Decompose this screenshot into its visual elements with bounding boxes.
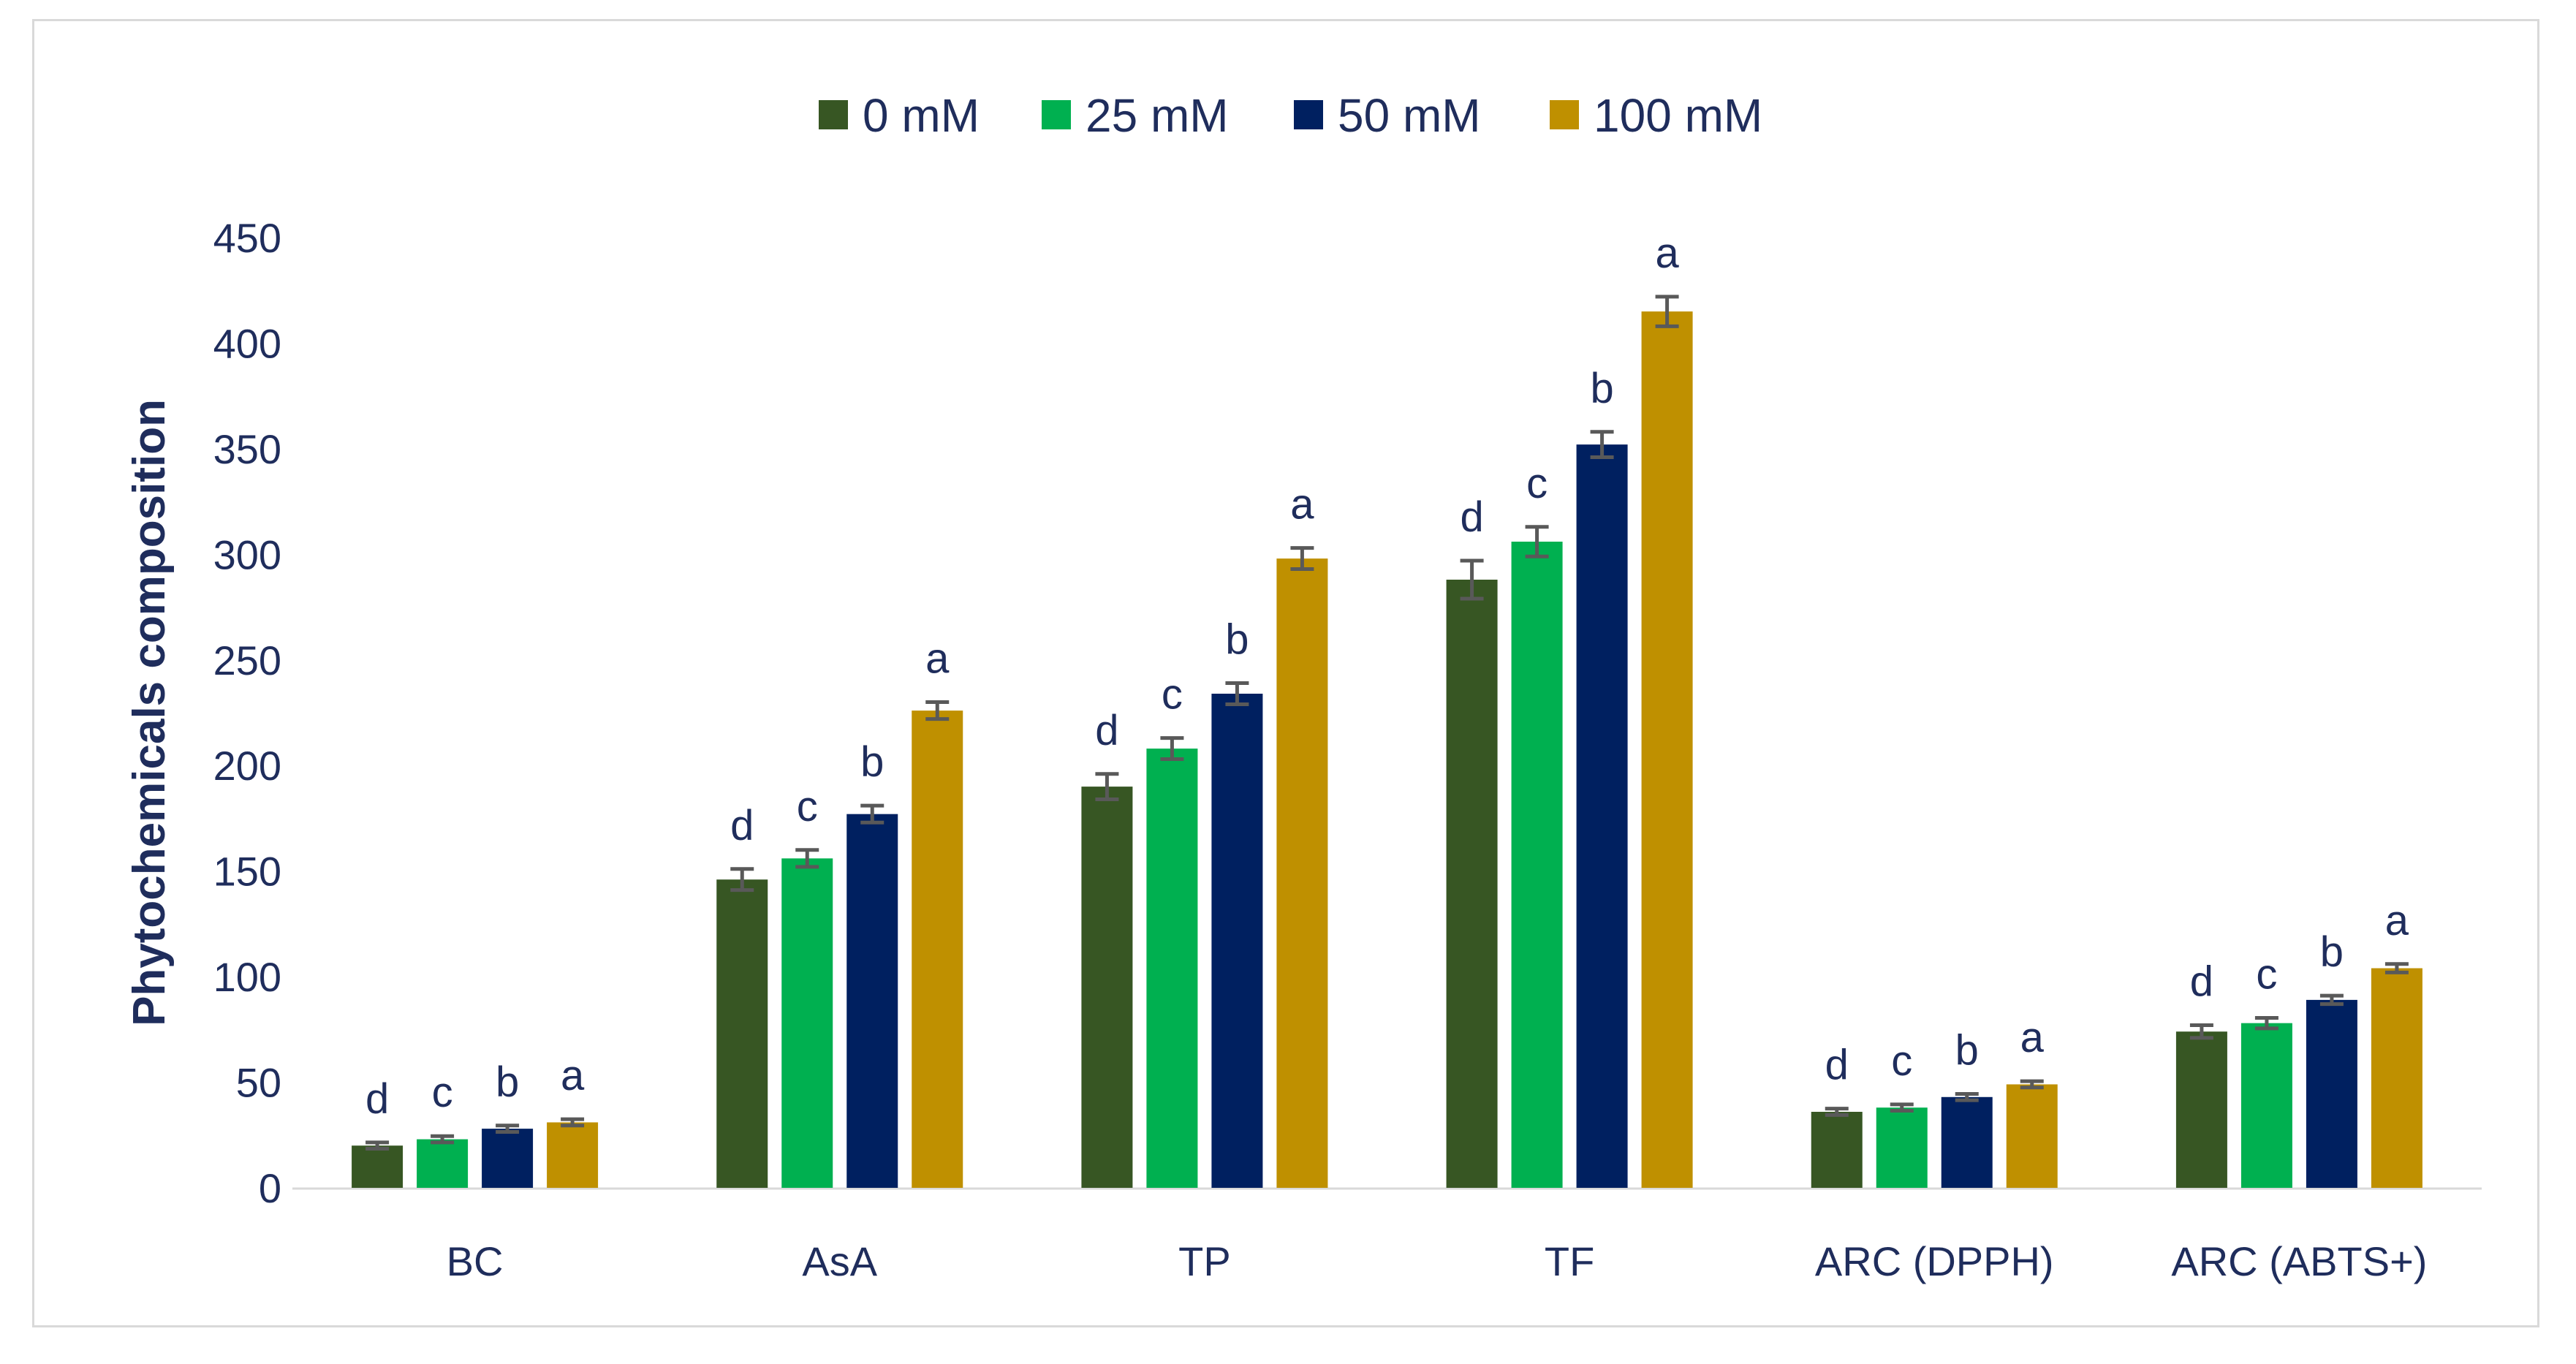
legend-label: 25 mM — [1086, 89, 1229, 142]
bar — [1446, 580, 1498, 1188]
y-axis-title: Phytochemicals composition — [124, 399, 175, 1026]
legend-label: 0 mM — [863, 89, 980, 142]
bar — [1641, 311, 1693, 1189]
y-tick-label: 450 — [213, 215, 281, 261]
bar — [781, 858, 833, 1188]
y-tick-label: 50 — [236, 1060, 281, 1106]
y-tick-label: 300 — [213, 531, 281, 577]
bar — [716, 879, 768, 1188]
bar — [482, 1129, 534, 1188]
bar — [912, 711, 963, 1188]
y-tick-label: 100 — [213, 954, 281, 1000]
significance-letter: b — [1225, 616, 1249, 664]
significance-letter: d — [730, 802, 754, 849]
significance-letter: a — [925, 635, 950, 683]
significance-letter: d — [1095, 707, 1118, 754]
x-category-label: AsA — [802, 1238, 877, 1284]
bar — [2175, 1031, 2227, 1188]
bar — [1511, 542, 1563, 1188]
bar — [2240, 1023, 2292, 1188]
bar — [417, 1139, 469, 1188]
bar — [2006, 1084, 2058, 1188]
significance-letter: c — [1526, 460, 1548, 507]
x-category-label: ARC (DPPH) — [1815, 1238, 2054, 1284]
legend-swatch — [1042, 100, 1071, 129]
bar — [1576, 444, 1628, 1188]
bar — [1941, 1096, 1993, 1188]
bar — [1211, 694, 1263, 1188]
legend-label: 50 mM — [1338, 89, 1481, 142]
significance-letter: b — [496, 1058, 519, 1106]
significance-letter: a — [561, 1052, 585, 1099]
bar — [1811, 1112, 1863, 1188]
x-category-label: TP — [1178, 1238, 1231, 1284]
significance-letter: b — [1590, 365, 1613, 412]
significance-letter: d — [1460, 493, 1483, 541]
significance-letter: c — [1891, 1037, 1912, 1085]
significance-letter: d — [2190, 958, 2213, 1006]
bar — [2306, 999, 2357, 1188]
significance-letter: c — [432, 1069, 453, 1116]
bar — [1876, 1107, 1928, 1188]
significance-letter: c — [797, 783, 818, 830]
bar — [352, 1145, 404, 1188]
legend-label: 100 mM — [1594, 89, 1762, 142]
legend-swatch — [1550, 100, 1579, 129]
bar — [1146, 749, 1198, 1188]
significance-letter: b — [860, 738, 884, 786]
significance-letter: a — [1655, 230, 1679, 277]
legend-swatch — [819, 100, 848, 129]
y-tick-label: 200 — [213, 743, 281, 789]
legend-swatch — [1294, 100, 1323, 129]
significance-letter: b — [1955, 1026, 1979, 1074]
significance-letter: c — [2256, 950, 2277, 998]
bar — [547, 1122, 599, 1188]
y-tick-label: 400 — [213, 320, 281, 366]
significance-letter: a — [2020, 1014, 2045, 1061]
y-tick-label: 150 — [213, 849, 281, 895]
x-category-label: TF — [1545, 1238, 1594, 1284]
y-tick-label: 250 — [213, 637, 281, 683]
significance-letter: b — [2320, 928, 2344, 976]
bar — [1276, 558, 1328, 1188]
x-category-label: BC — [447, 1238, 504, 1284]
significance-letter: a — [1290, 481, 1314, 528]
significance-letter: d — [365, 1075, 389, 1123]
significance-letter: a — [2385, 897, 2409, 944]
y-tick-label: 350 — [213, 426, 281, 472]
bar — [2371, 968, 2422, 1188]
x-category-label: ARC (ABTS+) — [2171, 1238, 2427, 1284]
y-tick-label: 0 — [259, 1165, 281, 1211]
significance-letter: c — [1162, 671, 1183, 719]
bar — [846, 814, 898, 1188]
significance-letter: d — [1825, 1042, 1849, 1089]
bar — [1081, 787, 1133, 1188]
